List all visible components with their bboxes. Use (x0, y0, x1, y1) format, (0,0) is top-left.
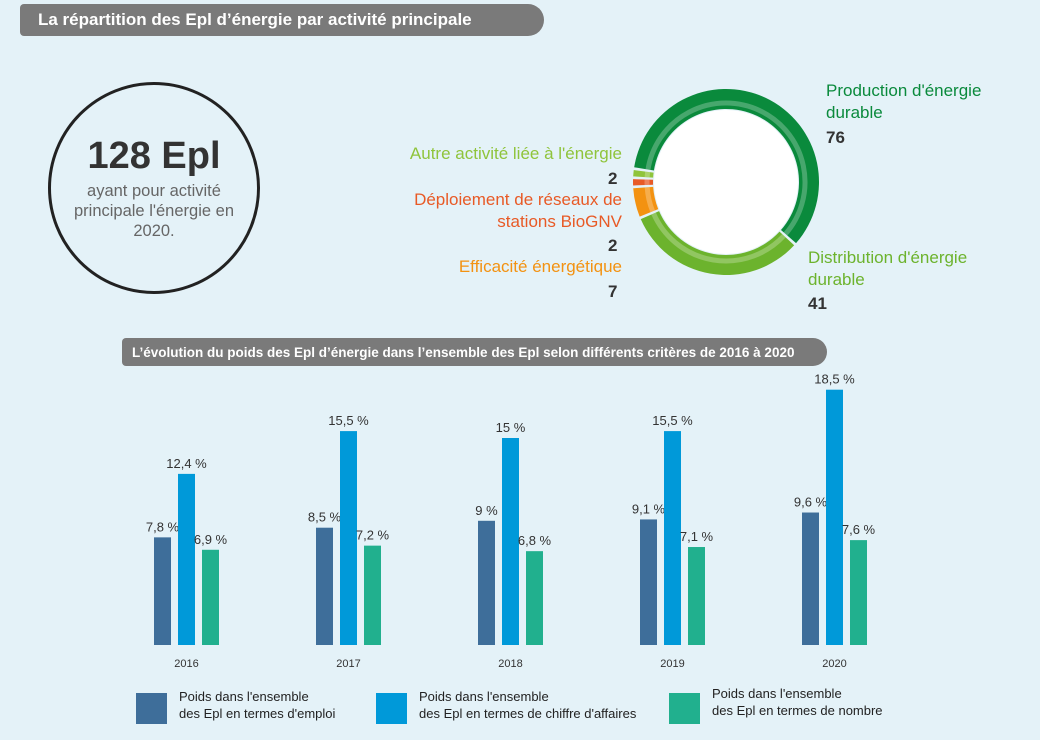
bar-data-label: 15,5 % (328, 413, 369, 428)
label-autre: Autre activité liée à l'énergie (409, 144, 622, 163)
donut-hole (654, 110, 798, 254)
label-production: Production d'énergie durable (826, 81, 982, 122)
bar (826, 389, 843, 645)
total-circle: 128 Epl ayant pour activité principale l… (48, 82, 260, 294)
legend-item-chiffre-affaires: Poids dans l'ensemble des Epl en termes … (376, 689, 637, 724)
legend-item-emploi: Poids dans l'ensemble des Epl en termes … (136, 689, 336, 724)
bar-data-label: 12,4 % (166, 456, 207, 471)
total-description: ayant pour activité principale l'énergie… (73, 182, 234, 240)
label-distribution: Distribution d'énergie durable (808, 248, 968, 289)
bar-data-label: 15,5 % (652, 413, 693, 428)
value-distribution: 41 (808, 294, 827, 313)
bar-data-label: 9,1 % (632, 501, 666, 516)
bar (316, 527, 333, 645)
bar-data-label: 15 % (496, 420, 526, 435)
bar (202, 549, 219, 645)
value-efficacite: 7 (608, 282, 618, 301)
x-tick-label: 2016 (174, 658, 198, 670)
bar-data-label: 8,5 % (308, 510, 342, 525)
page-title: La répartition des Epl d’énergie par act… (20, 4, 544, 36)
donut-slice (640, 211, 795, 275)
legend-text: Poids dans l'ensemble des Epl en termes … (179, 689, 336, 721)
bar (364, 545, 381, 645)
legend-text: Poids dans l'ensemble des Epl en termes … (419, 689, 637, 721)
bar (688, 547, 705, 645)
donut-slice (634, 89, 819, 244)
bar-data-label: 7,6 % (842, 522, 876, 537)
bar (340, 431, 357, 645)
bar (154, 537, 171, 645)
label-efficacite: Efficacité énergétique (458, 257, 622, 276)
legend-item-nombre: Poids dans l'ensemble des Epl en termes … (669, 686, 883, 724)
donut-slice-highlight (645, 100, 808, 236)
bar (526, 551, 543, 645)
legend-swatch (136, 693, 167, 724)
bar-data-label: 9 % (475, 503, 498, 518)
x-tick-label: 2017 (336, 658, 360, 670)
donut-slice (633, 170, 654, 178)
bar-data-label: 18,5 % (814, 372, 855, 387)
label-deploiement: Déploiement de réseaux de stations BioGN… (414, 190, 622, 231)
total-count: 128 Epl (87, 135, 221, 177)
bar-data-label: 7,2 % (356, 528, 390, 543)
legend-swatch (376, 693, 407, 724)
x-tick-label: 2018 (498, 658, 522, 670)
bar-data-label: 6,9 % (194, 532, 228, 547)
donut-slice-highlight (644, 187, 656, 213)
bar-data-label: 7,1 % (680, 529, 714, 544)
donut-slice-highlight (651, 212, 786, 264)
bar (664, 431, 681, 645)
legend-text: Poids dans l'ensemble des Epl en termes … (712, 686, 883, 718)
value-autre: 2 (608, 169, 618, 188)
bar-data-label: 6,8 % (518, 533, 552, 548)
bar (850, 540, 867, 645)
bar (502, 438, 519, 645)
donut-slice-highlight (644, 171, 651, 178)
bar (178, 473, 195, 645)
bar (640, 519, 657, 645)
bar-chart-title: L’évolution du poids des Epl d’énergie d… (122, 338, 827, 366)
bar-data-label: 9,6 % (794, 495, 828, 510)
donut-chart (633, 89, 819, 275)
bar-data-label: 7,8 % (146, 519, 180, 534)
value-production: 76 (826, 128, 845, 147)
bar (802, 512, 819, 645)
value-deploiement: 2 (608, 236, 618, 255)
donut-slice (633, 186, 659, 217)
legend-swatch (669, 693, 700, 724)
bar (478, 520, 495, 645)
x-tick-label: 2020 (822, 658, 846, 670)
donut-slice (633, 179, 654, 186)
x-tick-label: 2019 (660, 658, 684, 670)
